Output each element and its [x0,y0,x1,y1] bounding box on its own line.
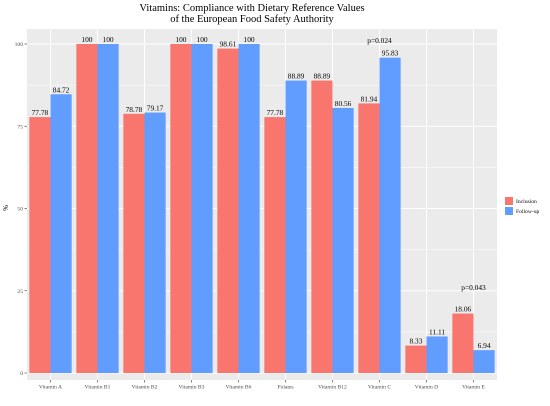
bar-follow-up [50,94,72,373]
bar-follow-up [97,44,119,373]
data-label: 81.94 [361,94,378,103]
x-tick-label: Vitamin D [415,385,438,391]
data-labels: 77.78 84.72 100 100 78.78 79.17 100 100 98.61 100… [32,35,491,350]
data-label: 80.56 [335,99,352,108]
bar-follow-up [144,112,166,373]
data-label: 6.94 [478,341,491,350]
y-tick-label: 100 [15,42,24,48]
legend-key-follow-up [505,207,513,215]
bar-inclusion [29,117,51,374]
data-label: 8.33 [409,337,422,346]
bar-follow-up [238,44,260,373]
data-label: 77.78 [32,108,49,117]
x-tick-label: Vitamin B3 [179,385,205,391]
bar-inclusion [123,113,145,374]
data-label: 78.78 [126,105,143,114]
data-label: 95.83 [382,49,399,58]
x-tick-label: Vitamin C [368,385,391,391]
annotations: p=0.024 p=0.043 [367,36,486,292]
x-tick-label: Vitamin B6 [226,385,252,391]
data-label: 100 [81,35,92,44]
legend-key-inclusion [505,197,513,205]
data-label: 84.72 [53,85,70,94]
bar-inclusion [217,48,239,374]
bar-follow-up [379,57,401,373]
bar-inclusion [76,44,98,373]
p-value-annotation: p=0.043 [461,283,486,292]
data-label: 98.61 [220,40,237,49]
y-tick-label: 0 [20,371,23,377]
data-label: 100 [103,35,114,44]
bar-inclusion [264,117,286,374]
x-tick-label: Vitamin B2 [132,385,158,391]
y-tick-label: 25 [17,289,23,295]
legend-label: Inclusion [516,199,537,205]
chart-title-line-2: of the European Food Safety Authority [170,14,334,25]
p-value-annotation: p=0.024 [367,36,392,45]
data-label: 88.89 [314,72,331,81]
x-tick-label: Vitamin B1 [85,385,111,391]
legend-label: Follow-up [516,209,540,215]
y-axis: 0 25 50 75 100 [15,42,27,377]
data-label: 88.89 [288,72,305,81]
x-tick-label: Vitamin A [39,385,62,391]
bars [29,44,495,374]
x-tick-label: Vitamin B12 [318,385,347,391]
bar-inclusion [358,103,380,374]
bar-follow-up [426,336,448,373]
data-label: 100 [244,35,255,44]
y-tick-label: 75 [17,124,23,130]
bar-follow-up [332,107,354,373]
bar-follow-up [285,80,307,373]
data-label: 11.11 [429,327,445,336]
legend: Inclusion Follow-up [505,197,540,215]
bar-inclusion [452,313,474,373]
data-label: 18.06 [455,305,472,314]
y-tick-label: 50 [17,207,23,213]
bar-follow-up [473,350,495,373]
data-label: 77.78 [267,108,284,117]
data-label: 100 [175,35,186,44]
bar-inclusion [311,80,333,373]
x-tick-label: Folates [277,385,293,391]
data-label: 79.17 [147,104,164,113]
bar-inclusion [405,345,427,373]
data-label: 100 [197,35,208,44]
bar-follow-up [191,44,213,373]
chart-title-line-1: Vitamins: Compliance with Dietary Refere… [139,3,364,14]
bar-inclusion [170,44,192,373]
y-axis-title: % [2,205,10,211]
x-axis: Vitamin A Vitamin B1 Vitamin B2 Vitamin B3 V… [39,380,485,391]
x-tick-label: Vitamin E [462,385,485,391]
